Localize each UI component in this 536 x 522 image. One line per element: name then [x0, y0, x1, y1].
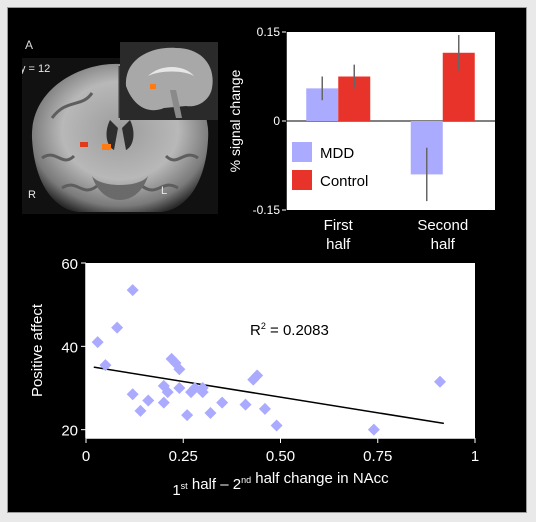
legend-label-control: Control	[320, 173, 368, 190]
bar-y-tick-label: 0	[273, 114, 280, 128]
left-hemisphere-label: L	[161, 185, 167, 197]
bar-category-label: First	[324, 217, 354, 234]
scatter-y-axis-title: Positive affect	[29, 303, 46, 397]
x-title-text: half change in NAcc	[251, 470, 389, 487]
scatter-y-tick-label: 20	[61, 423, 78, 440]
data-point	[91, 336, 104, 349]
data-point	[367, 423, 380, 436]
legend-swatch-control	[292, 170, 312, 190]
data-point	[270, 419, 283, 432]
ventricles	[106, 120, 134, 150]
brain-base	[92, 176, 148, 200]
scatter-x-tick-label: 0	[82, 448, 90, 465]
data-point	[239, 398, 252, 411]
r-squared-annotation: R2 = 0.2083	[250, 321, 329, 339]
data-point	[157, 396, 170, 409]
x-title-superscript: st	[181, 481, 189, 491]
legend-label-mdd: MDD	[320, 145, 354, 162]
data-point	[173, 382, 186, 394]
panel-label: A	[25, 38, 34, 52]
data-point	[173, 363, 186, 376]
bar-category-label: Second	[417, 217, 468, 234]
brainstem	[170, 90, 182, 118]
x-title-superscript: nd	[241, 475, 251, 485]
scatter-x-tick-label: 0.25	[169, 448, 198, 465]
right-hemisphere-label: R	[28, 189, 36, 201]
data-point	[126, 284, 139, 297]
activation-left	[80, 142, 88, 147]
sagittal-brain	[125, 47, 213, 111]
data-point	[251, 369, 264, 382]
data-point	[216, 396, 229, 409]
r-squared-text: R	[250, 322, 261, 339]
data-point	[142, 394, 155, 407]
corpus-callosum	[148, 67, 194, 76]
data-point	[111, 321, 124, 334]
r-squared-superscript: 2	[261, 321, 266, 331]
scatter-x-tick-label: 1	[471, 448, 479, 465]
bar-y-axis-title: % signal change	[227, 69, 243, 172]
data-point	[165, 352, 178, 365]
data-point	[204, 407, 217, 419]
brain-sagittal-inset	[120, 42, 218, 120]
scatter-x-tick-label: 0.50	[266, 448, 295, 465]
scatter-x-axis-title: 1st half – 2nd half change in NAcc	[172, 470, 389, 499]
r-squared-value: = 0.2083	[266, 322, 329, 339]
slice-label: y = 12	[22, 63, 50, 75]
scatter-plot-area	[86, 263, 475, 438]
bar-y-tick-label: 0.15	[257, 25, 281, 39]
bar-chart: 0.15 0 -0.15 % signal change First half Second…	[227, 25, 495, 253]
data-point	[157, 379, 170, 392]
data-point	[161, 386, 174, 399]
data-point	[99, 359, 112, 372]
scatter-x-tick-label: 0.75	[363, 448, 392, 465]
activation-right	[102, 144, 111, 150]
bar-category-label: half	[431, 236, 456, 253]
data-point	[258, 402, 271, 415]
scatter-y-tick-label: 60	[61, 256, 78, 273]
bar-category-label: half	[326, 236, 351, 253]
bar-y-tick-label: -0.15	[253, 203, 281, 217]
inset-activation	[150, 84, 156, 89]
regression-line	[93, 366, 444, 425]
data-point	[433, 375, 446, 388]
data-point	[181, 409, 194, 422]
x-title-text: half – 2	[188, 476, 241, 493]
data-point	[196, 382, 209, 394]
legend-swatch-mdd	[292, 142, 312, 162]
x-title-text: 1	[172, 482, 180, 499]
data-point	[134, 404, 147, 417]
scatter-y-tick-label: 40	[61, 339, 78, 356]
